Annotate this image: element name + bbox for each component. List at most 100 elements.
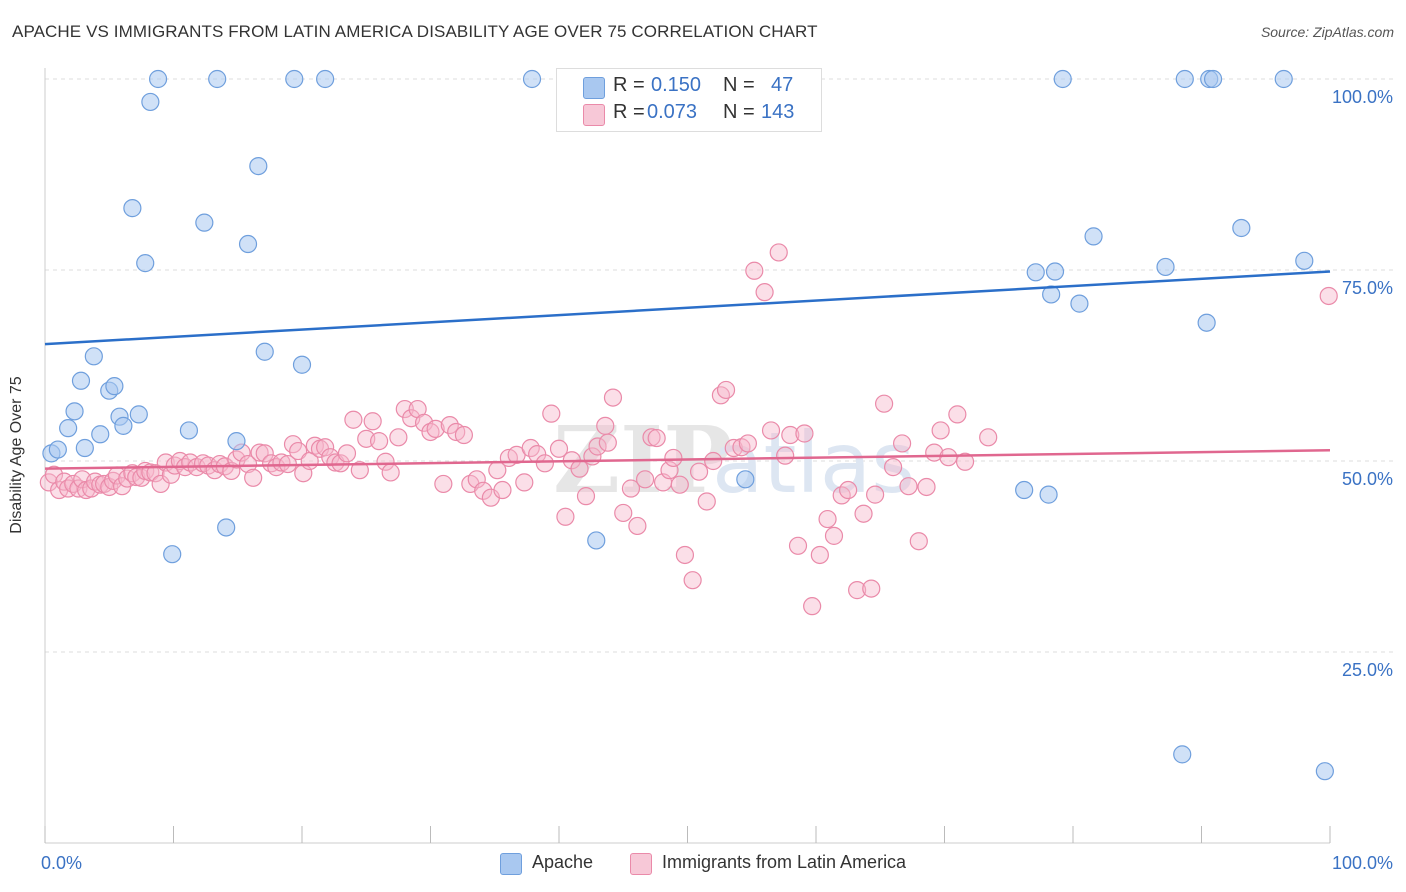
n-label: N = [723,101,755,123]
n-value: 143 [761,101,795,123]
latin-point [69,479,88,498]
apache-point [123,199,142,218]
apache-trend-line [44,270,1331,346]
x-tick-label: 0.0% [41,853,82,873]
chart-title: APACHE VS IMMIGRANTS FROM LATIN AMERICA … [12,22,818,41]
apache-point [255,342,274,361]
latin-point [642,428,661,447]
latin-point [948,405,967,424]
apache-point [587,531,606,550]
latin-point [272,453,291,472]
apache-point [1315,762,1334,781]
x-tick-label: 100.0% [1332,853,1393,873]
apache-point [1084,227,1103,246]
latin-point [810,545,829,565]
y-tick-label: 75.0% [1342,278,1393,298]
latin-point [781,425,800,445]
apache-point [1053,69,1072,89]
apache-point [217,518,236,537]
apache-point [91,425,110,444]
latin-point [955,452,975,471]
latin-swatch [583,104,605,126]
y-tick-label: 50.0% [1342,469,1393,489]
latin-point [776,446,795,465]
latin-point [474,481,493,500]
latin-point [570,459,589,478]
watermark-atlas: atlas [712,414,915,512]
latin-point [596,416,615,435]
latin-point [824,526,844,545]
n-label: N = [723,74,755,96]
latin-point [745,261,764,280]
apache-point [195,213,214,232]
latin-point [549,439,569,458]
latin-point [899,477,918,496]
apache-swatch [583,77,605,99]
latin-point [795,424,814,443]
latin-point [848,581,867,600]
latin-point [344,410,363,429]
latin-point [588,437,607,456]
apache-point [1015,480,1034,500]
latin-point [414,413,434,432]
apache-series [42,69,1334,781]
apache-point [105,377,124,396]
apache-point [179,421,199,440]
source-label: Source: ZipAtlas.com [1260,24,1394,40]
latin-point [883,458,903,477]
latin-point [979,428,998,447]
latin-point [675,545,695,565]
latin-point [389,428,408,447]
latin-point [493,480,512,500]
latin-point [363,412,382,431]
n-value: 47 [771,74,794,96]
latin-point [818,509,837,529]
latin-point [238,454,258,474]
apache-point [75,438,94,458]
apache-point [1232,218,1251,238]
latin-point [724,438,743,458]
apache-point [71,371,91,390]
latin-point [515,473,534,492]
latin-point [118,469,137,488]
apache-point [249,156,268,176]
latin-point [395,399,414,419]
latin-point [769,243,788,262]
apache-point [1045,262,1065,281]
apache-point [148,69,168,89]
latin-point [875,394,894,413]
latin-point [628,516,647,536]
latin-point [788,536,808,555]
apache-point [163,545,182,564]
latin-point [556,507,575,526]
latin-point [316,438,335,457]
apache-point [285,69,304,89]
latin-point [614,503,633,523]
latin-point [909,532,928,551]
latin-point [683,571,702,590]
apache-point [1026,263,1045,282]
apache-point [129,405,148,424]
apache-point [208,69,227,89]
correlation-legend: R = 0.150 N = 47 R = 0.073 N = 143 [556,68,822,132]
apache-point [1173,745,1192,764]
latin-point [598,433,617,452]
latin-point [337,444,357,463]
latin-point [255,444,274,463]
latin-point [289,441,308,461]
latin-point [711,386,731,405]
latin-point [434,474,453,494]
apache-point [141,92,160,112]
latin-point [854,504,873,523]
apache-point [227,432,246,451]
apache-point [1039,485,1058,504]
latin-legend-swatch [630,853,652,875]
latin-point [467,470,486,489]
latin-point [670,475,689,494]
legend-row-apache: R = 0.150 N = 47 [557,74,821,100]
apache-point [238,234,258,254]
tick-labels: 25.0% 50.0% 75.0% 100.0% 0.0% 100.0% [41,87,1393,873]
apache-point [114,416,133,435]
apache-point [292,355,312,374]
